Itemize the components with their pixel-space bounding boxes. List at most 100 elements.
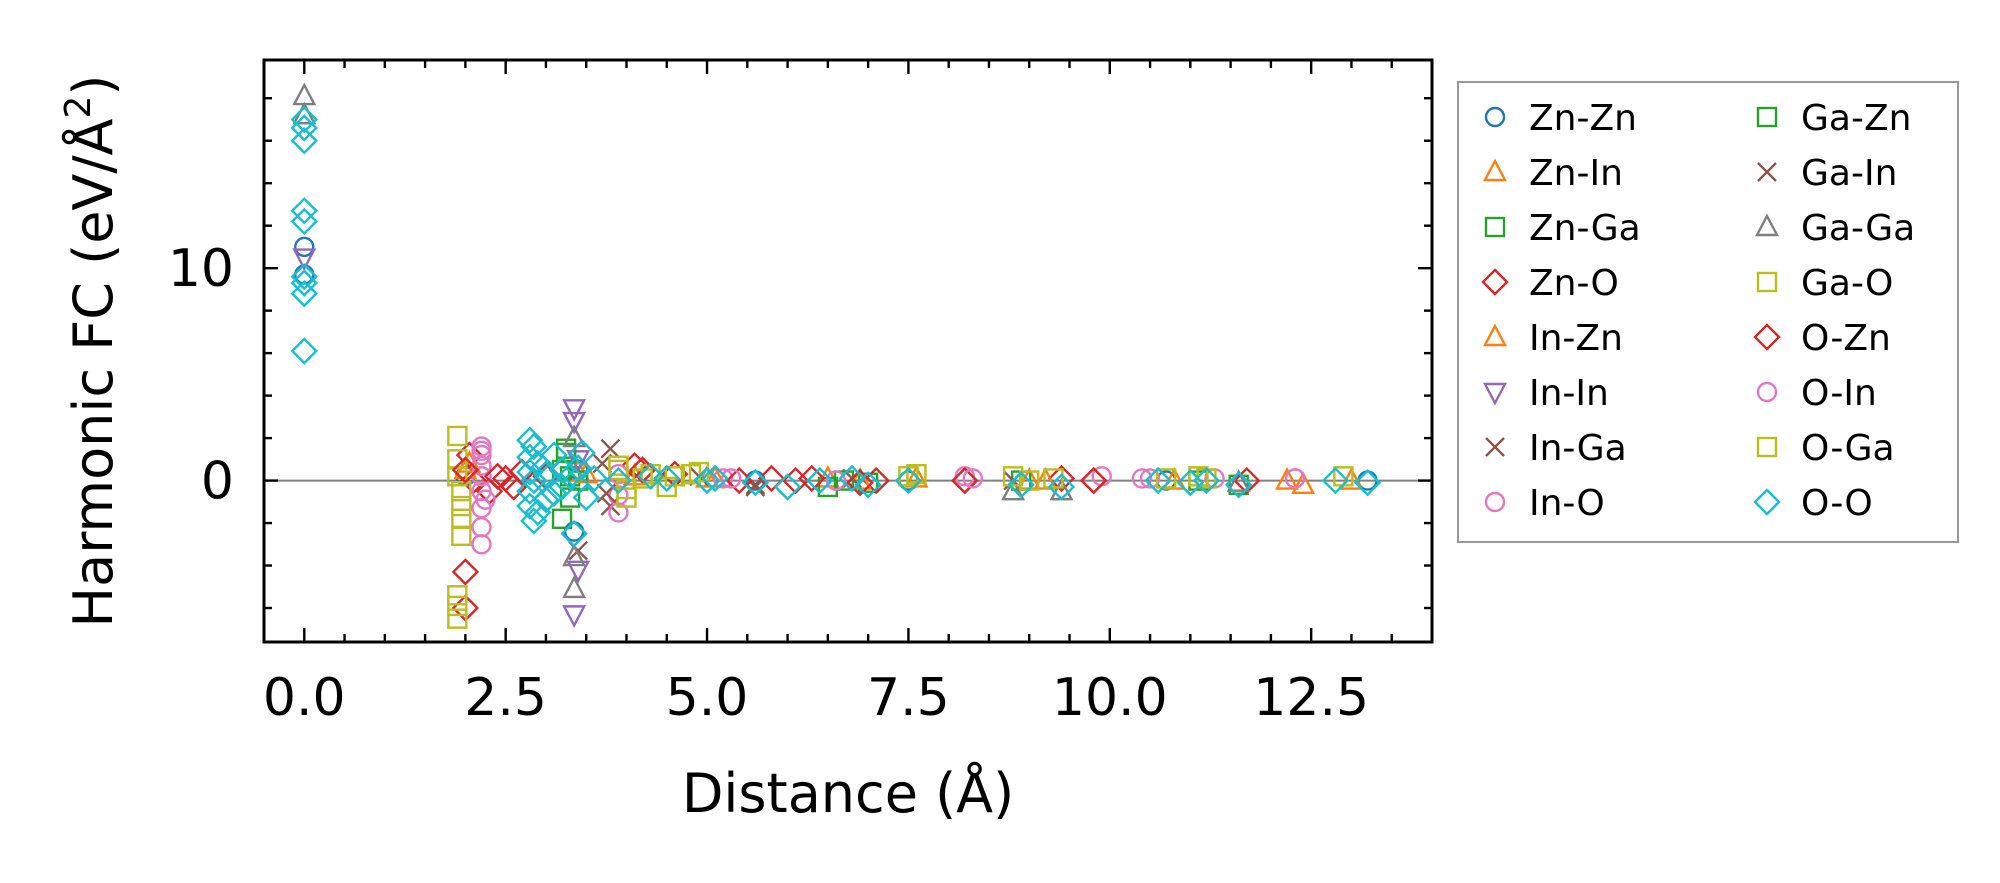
y-axis-label-superscript: 2: [58, 96, 99, 119]
data-point: [825, 470, 847, 491]
legend-marker: [1753, 488, 1781, 516]
data-point: [1001, 477, 1026, 501]
data-point: [290, 105, 318, 134]
data-point: [532, 485, 560, 514]
legend-marker: [1756, 436, 1778, 458]
legend-label: Zn-Zn: [1529, 98, 1637, 139]
legend-label: In-Zn: [1529, 318, 1623, 359]
data-point: [451, 495, 472, 517]
data-point: [500, 473, 528, 501]
legend-label: O-Ga: [1801, 428, 1895, 469]
legend-item: Zn-In: [1483, 153, 1623, 194]
data-point: [475, 489, 496, 510]
legend-item: Zn-O: [1481, 263, 1619, 304]
data-point: [451, 456, 480, 484]
data-markers: [290, 82, 1382, 629]
legend-label: Ga-In: [1801, 153, 1897, 194]
legend-item: O-Ga: [1756, 428, 1895, 469]
data-point: [951, 466, 979, 495]
legend-marker: [1485, 437, 1505, 457]
data-point: [693, 466, 721, 495]
data-point: [562, 399, 587, 422]
data-point: [721, 468, 742, 489]
legend-item: O-In: [1756, 373, 1877, 414]
y-axis-label-end: ): [62, 75, 125, 96]
data-point: [846, 468, 874, 497]
legend-label: Zn-In: [1529, 153, 1623, 194]
axis-ticks: [262, 60, 1434, 642]
data-point: [1131, 468, 1153, 489]
y-tick-label: 0: [201, 452, 234, 512]
data-point: [290, 269, 318, 297]
legend-item: In-In: [1483, 373, 1609, 414]
legend-marker: [1484, 106, 1506, 128]
data-point: [1176, 468, 1205, 497]
x-tick-label: 5.0: [666, 668, 749, 728]
data-point: [1353, 468, 1382, 497]
data-point: [572, 483, 600, 512]
legend-label: O-O: [1801, 483, 1873, 524]
legend-item: Ga-In: [1757, 153, 1897, 194]
data-point: [562, 575, 587, 599]
data-point: [483, 462, 512, 491]
data-point: [516, 458, 544, 486]
data-point: [471, 534, 492, 555]
data-point: [757, 464, 786, 493]
data-point: [566, 560, 591, 584]
data-point: [471, 440, 492, 462]
data-point: [604, 466, 633, 495]
data-point: [1047, 464, 1076, 493]
legend-item: Ga-Zn: [1756, 98, 1911, 139]
data-point: [600, 438, 621, 459]
legend-marker: [1484, 491, 1506, 513]
legend-item: Zn-Ga: [1484, 208, 1641, 249]
data-point: [833, 470, 855, 491]
x-tick-label: 7.5: [867, 668, 950, 728]
legend-marker: [1483, 158, 1507, 182]
legend-label: Ga-Ga: [1801, 208, 1915, 249]
axis-tick-labels: 0.0 2.5 5.0 7.5 10.0 12.5 0 10: [168, 239, 1369, 728]
data-point: [290, 337, 318, 365]
legend: Zn-Zn Zn-In Zn-Ga Zn-O In-Zn In-In In-Ga In-O Ga…: [1457, 81, 1959, 543]
data-point: [1224, 471, 1253, 499]
data-point: [773, 473, 802, 501]
data-point: [894, 466, 923, 495]
data-point: [838, 464, 866, 493]
data-point: [712, 468, 734, 489]
data-point: [1233, 466, 1261, 495]
legend-item: Zn-Zn: [1484, 98, 1637, 139]
data-point: [524, 498, 552, 527]
x-tick-label: 10.0: [1052, 668, 1168, 728]
legend-marker: [1757, 162, 1777, 182]
legend-marker: [1756, 271, 1778, 293]
data-point: [451, 480, 472, 502]
legend-item: In-Ga: [1485, 428, 1627, 469]
data-point: [701, 464, 729, 493]
legend-label: Ga-Zn: [1801, 98, 1911, 139]
data-point: [1079, 466, 1108, 495]
data-point: [1192, 466, 1221, 495]
data-point: [854, 471, 882, 499]
data-point: [562, 543, 587, 567]
data-point: [1144, 466, 1172, 495]
data-point: [447, 585, 468, 606]
x-tick-label: 2.5: [464, 668, 547, 728]
legend-label: In-Ga: [1529, 428, 1627, 469]
data-point: [1155, 468, 1177, 489]
data-point: [540, 479, 568, 508]
legend-item: Ga-Ga: [1755, 208, 1915, 249]
data-point: [1284, 468, 1306, 489]
legend-item: O-Zn: [1753, 318, 1891, 359]
legend-marker: [1756, 106, 1778, 128]
data-point: [447, 608, 468, 629]
data-point: [451, 525, 472, 546]
data-point: [290, 207, 318, 236]
legend-marker: [1483, 323, 1507, 347]
legend-item: In-O: [1484, 483, 1605, 524]
data-point: [294, 236, 315, 258]
data-point: [562, 605, 587, 628]
legend-frame: [1457, 81, 1959, 543]
data-point: [568, 439, 596, 467]
data-point: [562, 411, 587, 435]
